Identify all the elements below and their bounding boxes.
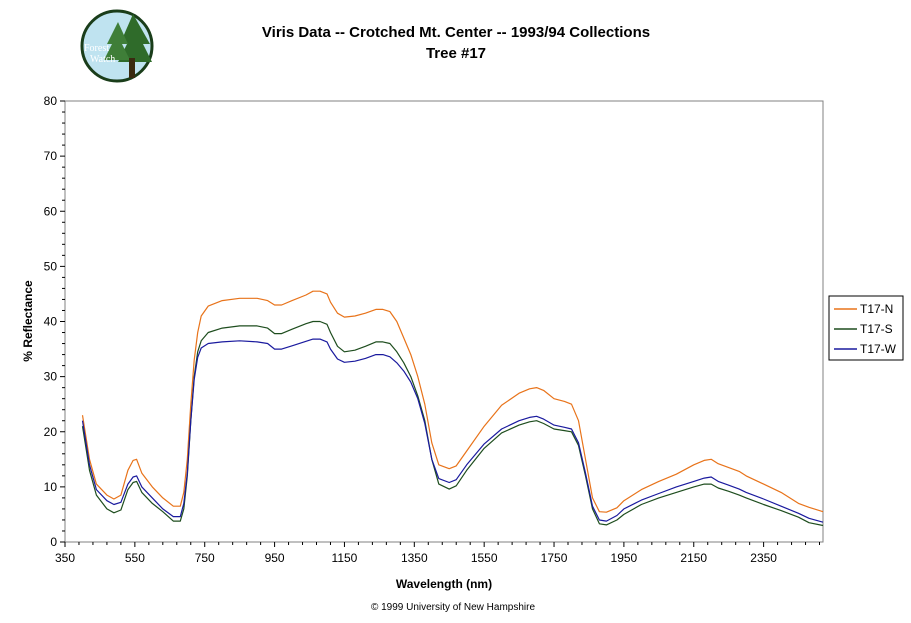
y-tick-label: 30 bbox=[44, 370, 58, 384]
x-tick-label: 1150 bbox=[332, 551, 358, 565]
y-axis-label: % Reflectance bbox=[21, 280, 35, 362]
x-tick-label: 1550 bbox=[471, 551, 498, 565]
x-tick-label: 950 bbox=[265, 551, 285, 565]
x-tick-label: 2150 bbox=[680, 551, 707, 565]
plot-area bbox=[64, 100, 824, 543]
x-tick-label: 1750 bbox=[541, 551, 568, 565]
copyright-text: © 1999 University of New Hampshire bbox=[371, 602, 536, 613]
axis-ticks: 0 10 20 30 40 50 60 70 80 350 550 750 950 1150 1350 155… bbox=[44, 94, 821, 565]
chart-title: Viris Data -- Crotched Mt. Center -- 199… bbox=[262, 24, 650, 41]
x-tick-label: 350 bbox=[55, 551, 75, 565]
y-tick-label: 50 bbox=[44, 259, 58, 273]
series-line-t17-w bbox=[81, 338, 824, 523]
y-tick-label: 70 bbox=[44, 149, 58, 163]
x-axis-label: Wavelength (nm) bbox=[396, 577, 492, 591]
legend: T17-N T17-S T17-W bbox=[828, 295, 904, 361]
x-tick-label: 1950 bbox=[611, 551, 638, 565]
legend-box bbox=[828, 295, 904, 361]
series-line-t17-s bbox=[81, 320, 824, 527]
series-lines bbox=[81, 290, 824, 527]
y-tick-label: 80 bbox=[44, 94, 58, 108]
x-tick-label: 2350 bbox=[750, 551, 777, 565]
tree-icon bbox=[104, 14, 152, 78]
logo-line1: Forest bbox=[84, 43, 109, 54]
legend-label-t17-n: T17-N bbox=[860, 302, 893, 316]
logo-line2: Watch bbox=[90, 54, 115, 65]
y-tick-label: 10 bbox=[44, 480, 58, 494]
legend-label-t17-s: T17-S bbox=[860, 322, 893, 336]
legend-label-t17-w: T17-W bbox=[860, 342, 897, 356]
y-tick-label: 40 bbox=[44, 315, 58, 329]
y-tick-label: 60 bbox=[44, 204, 58, 218]
forest-watch-logo: Forest Watch bbox=[80, 9, 154, 83]
x-tick-label: 750 bbox=[195, 551, 215, 565]
y-tick-label: 0 bbox=[50, 535, 57, 549]
chart-subtitle: Tree #17 bbox=[426, 45, 486, 62]
x-tick-label: 550 bbox=[125, 551, 145, 565]
x-tick-label: 1350 bbox=[401, 551, 428, 565]
y-tick-label: 20 bbox=[44, 425, 58, 439]
series-line-t17-n bbox=[81, 290, 824, 513]
